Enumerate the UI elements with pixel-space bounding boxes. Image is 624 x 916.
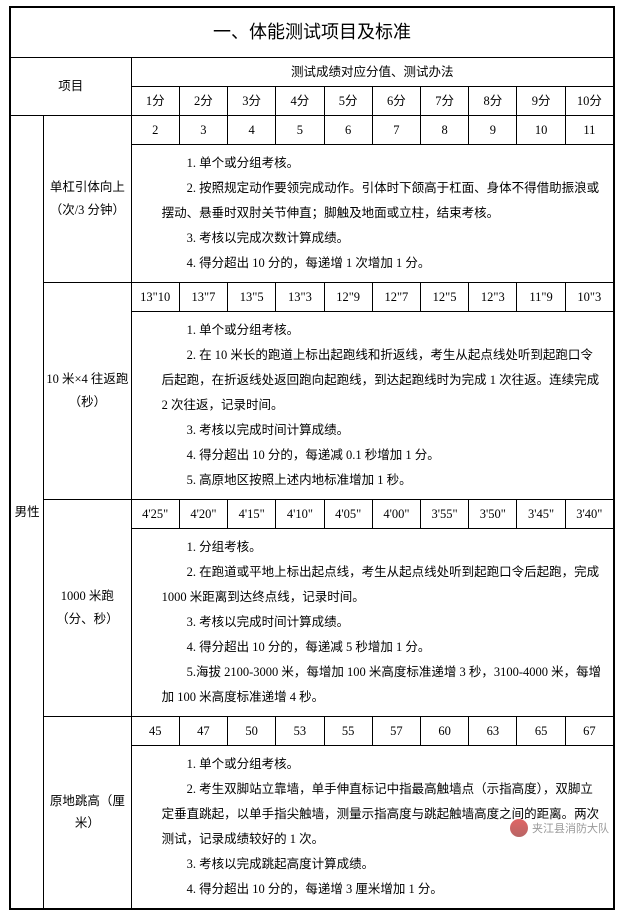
col-2: 2分 — [179, 86, 227, 115]
page-title: 一、体能测试项目及标准 — [11, 8, 614, 58]
v: 3'50" — [469, 499, 517, 528]
test1-name: 单杠引体向上（次/3 分钟） — [44, 115, 131, 282]
d: 4. 得分超出 10 分的，每递减 5 秒增加 1 分。 — [162, 635, 605, 660]
v: 60 — [420, 716, 468, 745]
fitness-test-table: 一、体能测试项目及标准 项目 测试成绩对应分值、测试办法 1分 2分 3分 4分… — [10, 7, 614, 909]
v: 45 — [131, 716, 179, 745]
v: 3 — [179, 115, 227, 144]
d: 1. 分组考核。 — [162, 535, 605, 560]
v: 11"9 — [517, 282, 565, 311]
v: 47 — [179, 716, 227, 745]
v: 13"7 — [179, 282, 227, 311]
page-container: 一、体能测试项目及标准 项目 测试成绩对应分值、测试办法 1分 2分 3分 4分… — [9, 6, 615, 910]
gender-label: 男性 — [11, 115, 44, 908]
d: 3. 考核以完成时间计算成绩。 — [162, 610, 605, 635]
d: 4. 得分超出 10 分的，每递增 3 厘米增加 1 分。 — [162, 877, 605, 902]
col-9: 9分 — [517, 86, 565, 115]
v: 65 — [517, 716, 565, 745]
v: 50 — [228, 716, 276, 745]
v: 3'40" — [565, 499, 613, 528]
d: 5.海拔 2100-3000 米，每增加 100 米高度标准递增 3 秒，310… — [162, 660, 605, 710]
test2-desc: 1. 单个或分组考核。 2. 在 10 米长的跑道上标出起跑线和折返线，考生从起… — [131, 311, 613, 499]
d: 1. 单个或分组考核。 — [162, 318, 605, 343]
col-10: 10分 — [565, 86, 613, 115]
d: 2. 考生双脚站立靠墙，单手伸直标记中指最高触墙点（示指高度），双脚立定垂直跳起… — [162, 777, 605, 852]
v: 12"5 — [420, 282, 468, 311]
d: 3. 考核以完成跳起高度计算成绩。 — [162, 852, 605, 877]
d: 1. 单个或分组考核。 — [162, 151, 605, 176]
v: 2 — [131, 115, 179, 144]
v: 53 — [276, 716, 324, 745]
d: 2. 按照规定动作要领完成动作。引体时下颌高于杠面、身体不得借助振浪或摆动、悬垂… — [162, 176, 605, 226]
v: 4'00" — [372, 499, 420, 528]
d: 3. 考核以完成次数计算成绩。 — [162, 226, 605, 251]
v: 3'55" — [420, 499, 468, 528]
wechat-logo-icon — [510, 819, 528, 837]
v: 4 — [228, 115, 276, 144]
v: 57 — [372, 716, 420, 745]
test3-values: 1000 米跑（分、秒） 4'25" 4'20" 4'15" 4'10" 4'0… — [11, 499, 614, 528]
v: 4'05" — [324, 499, 372, 528]
v: 10 — [517, 115, 565, 144]
test4-values: 原地跳高（厘米） 45 47 50 53 55 57 60 63 65 67 — [11, 716, 614, 745]
d: 5. 高原地区按照上述内地标准增加 1 秒。 — [162, 468, 605, 493]
v: 12"7 — [372, 282, 420, 311]
v: 7 — [372, 115, 420, 144]
v: 55 — [324, 716, 372, 745]
v: 3'45" — [517, 499, 565, 528]
col-5: 5分 — [324, 86, 372, 115]
header-item: 项目 — [11, 57, 132, 115]
test3-desc: 1. 分组考核。 2. 在跑道或平地上标出起点线，考生从起点线处听到起跑口令后起… — [131, 528, 613, 716]
v: 67 — [565, 716, 613, 745]
watermark-text: 夹江县消防大队 — [532, 820, 609, 836]
v: 13"3 — [276, 282, 324, 311]
v: 4'20" — [179, 499, 227, 528]
v: 10"3 — [565, 282, 613, 311]
test1-desc: 1. 单个或分组考核。 2. 按照规定动作要领完成动作。引体时下颌高于杠面、身体… — [131, 144, 613, 282]
col-1: 1分 — [131, 86, 179, 115]
test2-name: 10 米×4 往返跑（秒） — [44, 282, 131, 499]
v: 9 — [469, 115, 517, 144]
d: 1. 单个或分组考核。 — [162, 752, 605, 777]
v: 11 — [565, 115, 613, 144]
v: 13"10 — [131, 282, 179, 311]
test4-name: 原地跳高（厘米） — [44, 716, 131, 908]
test3-name: 1000 米跑（分、秒） — [44, 499, 131, 716]
d: 3. 考核以完成时间计算成绩。 — [162, 418, 605, 443]
v: 12"3 — [469, 282, 517, 311]
d: 4. 得分超出 10 分的，每递增 1 次增加 1 分。 — [162, 251, 605, 276]
v: 6 — [324, 115, 372, 144]
d: 2. 在跑道或平地上标出起点线，考生从起点线处听到起跑口令后起跑，完成 1000… — [162, 560, 605, 610]
col-3: 3分 — [228, 86, 276, 115]
v: 12"9 — [324, 282, 372, 311]
col-7: 7分 — [420, 86, 468, 115]
v: 8 — [420, 115, 468, 144]
v: 63 — [469, 716, 517, 745]
col-4: 4分 — [276, 86, 324, 115]
d: 2. 在 10 米长的跑道上标出起跑线和折返线，考生从起点线处听到起跑口令后起跑… — [162, 343, 605, 418]
test2-values: 10 米×4 往返跑（秒） 13"10 13"7 13"5 13"3 12"9 … — [11, 282, 614, 311]
title-row: 一、体能测试项目及标准 — [11, 8, 614, 58]
v: 5 — [276, 115, 324, 144]
header-row-1: 项目 测试成绩对应分值、测试办法 — [11, 57, 614, 86]
header-score: 测试成绩对应分值、测试办法 — [131, 57, 613, 86]
col-6: 6分 — [372, 86, 420, 115]
v: 4'15" — [228, 499, 276, 528]
watermark: 夹江县消防大队 — [510, 819, 609, 837]
v: 4'10" — [276, 499, 324, 528]
v: 4'25" — [131, 499, 179, 528]
col-8: 8分 — [469, 86, 517, 115]
v: 13"5 — [228, 282, 276, 311]
test1-values: 男性 单杠引体向上（次/3 分钟） 2 3 4 5 6 7 8 9 10 11 — [11, 115, 614, 144]
d: 4. 得分超出 10 分的，每递减 0.1 秒增加 1 分。 — [162, 443, 605, 468]
